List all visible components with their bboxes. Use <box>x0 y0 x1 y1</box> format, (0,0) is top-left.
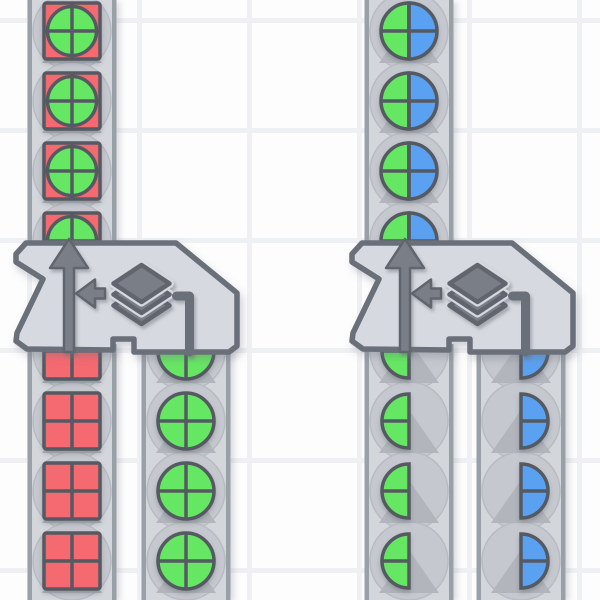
input-hook-icon <box>172 291 194 357</box>
stack-layers-icon <box>109 260 174 327</box>
belt-rail-left <box>141 344 146 600</box>
stacker-icons <box>48 237 194 357</box>
shape-item-square-red <box>42 461 102 521</box>
stacker-left-machine[interactable] <box>13 237 240 357</box>
shape-item-circle-green-blue <box>379 141 439 201</box>
conveyor-belt-left-output[interactable] <box>27 0 117 281</box>
shape-item-half-circle-blue-right <box>519 532 550 590</box>
machines-layer <box>13 237 576 357</box>
belt-rail-right <box>561 344 566 600</box>
up-arrow-icon <box>384 237 426 354</box>
shape-item-half-circle-blue-right <box>519 392 550 450</box>
stacker-right-machine[interactable] <box>349 237 576 357</box>
left-arrow-icon <box>74 278 107 309</box>
stack-layers-icon <box>445 260 510 327</box>
belt-rail-right <box>449 0 454 247</box>
left-arrow-icon <box>410 278 443 309</box>
shape-item-half-circle-green-left <box>380 392 411 450</box>
conveyor-belt-right-output[interactable] <box>364 0 454 281</box>
conveyor-belt-left-input-a[interactable] <box>27 311 117 600</box>
conveyor-belt-left-input-b[interactable] <box>141 311 231 600</box>
shape-item-circle-green <box>156 531 216 591</box>
shape-item-stacked-square-circle <box>42 1 102 61</box>
shape-item-circle-green-blue <box>379 1 439 61</box>
shape-item-circle-green-blue <box>379 71 439 131</box>
shape-item-square-red <box>42 531 102 591</box>
input-hook-icon <box>508 291 530 357</box>
shape-item-circle-green <box>156 461 216 521</box>
shape-item-stacked-square-circle <box>42 141 102 201</box>
belt-rail-right <box>112 344 117 600</box>
belt-rail-left <box>364 0 369 247</box>
shape-item-half-circle-green-left <box>380 532 411 590</box>
shape-item-half-circle-green-left <box>380 462 411 520</box>
belt-rail-right <box>226 344 231 600</box>
shape-item-stacked-square-circle <box>42 71 102 131</box>
shape-item-square-red <box>42 391 102 451</box>
belt-rail-left <box>476 344 481 600</box>
conveyor-belt-right-input-a[interactable] <box>364 311 454 600</box>
belt-rail-right <box>112 0 117 247</box>
up-arrow-icon <box>48 237 90 354</box>
belt-rail-left <box>364 344 369 600</box>
belt-rail-left <box>27 344 32 600</box>
belt-rail-right <box>449 344 454 600</box>
stacker-icons <box>384 237 530 357</box>
shape-item-half-circle-blue-right <box>519 462 550 520</box>
belt-rail-left <box>27 0 32 247</box>
conveyor-belt-right-input-b[interactable] <box>476 311 566 600</box>
shape-item-circle-green <box>156 391 216 451</box>
